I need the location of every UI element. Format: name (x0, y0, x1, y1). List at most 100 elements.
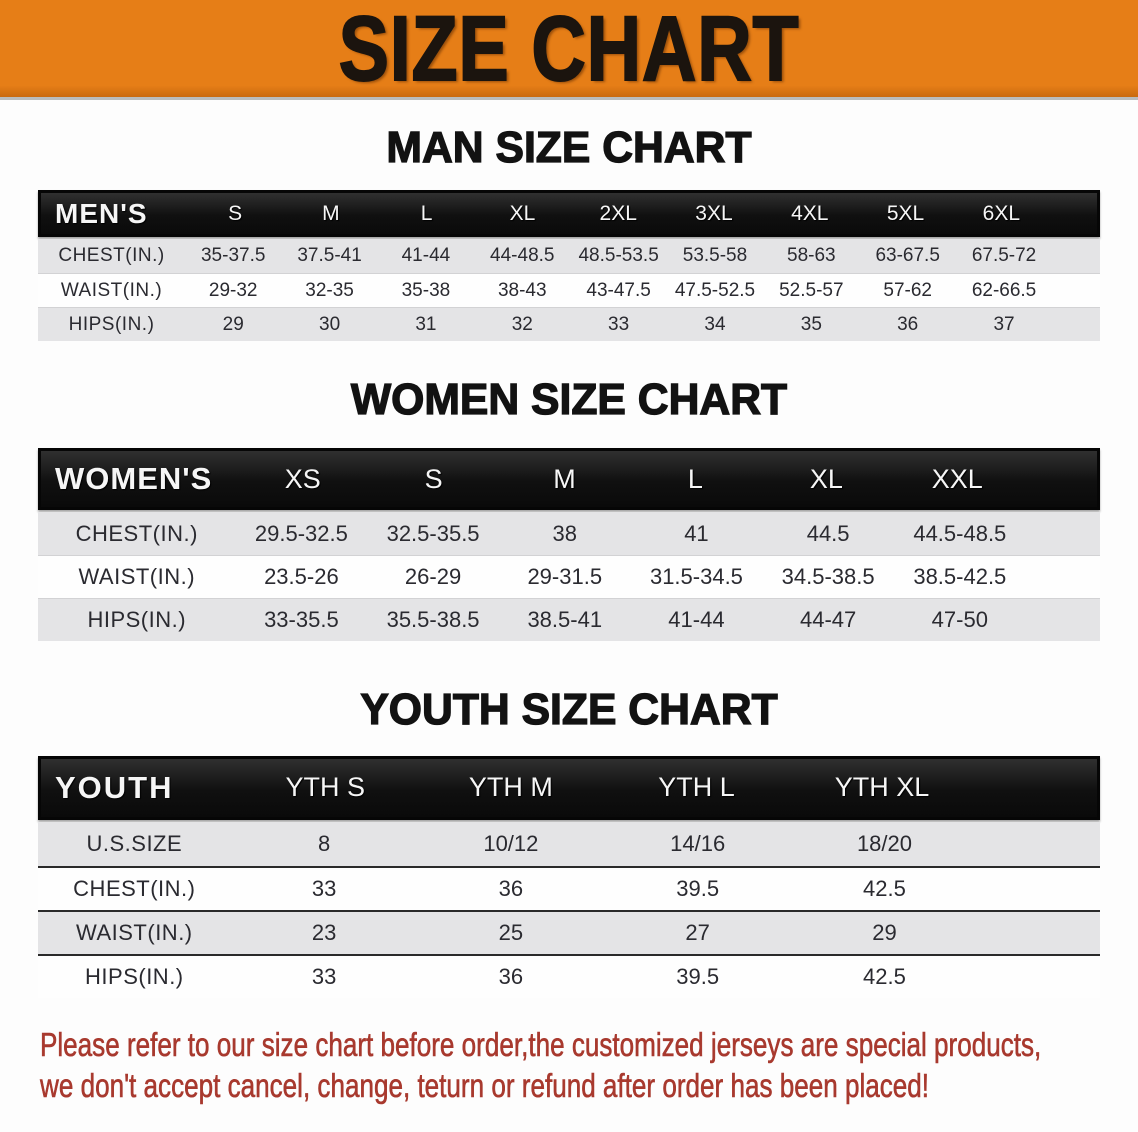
table-label: WOMEN'S (55, 461, 213, 497)
size-cell: 42.5 (863, 875, 906, 901)
table-row: CHEST(IN.) 29.5-32.5 32.5-35.5 38 41 44.5 44.5… (38, 512, 1100, 556)
table-row: CHEST(IN.) 35-37.5 37.5-41 41-44 44-48.5 48.5… (38, 239, 1100, 274)
size-cell: 30 (319, 313, 341, 335)
size-cell: 37 (993, 313, 1015, 335)
size-cell: 38.5-42.5 (913, 564, 1007, 590)
size-cell: 42.5 (863, 963, 906, 989)
column-header: M (553, 463, 576, 494)
size-cell: 44.5-48.5 (913, 520, 1007, 546)
size-cell: 41-44 (668, 607, 725, 633)
row-label: HIPS(IN.) (87, 607, 187, 633)
size-cell: 32 (511, 313, 533, 335)
size-cell: 29 (222, 313, 244, 335)
column-header: 2XL (599, 201, 637, 225)
size-cell: 29 (872, 919, 897, 945)
table-row: HIPS(IN.) 33-35.5 35.5-38.5 38.5-41 41-44 44-… (38, 598, 1100, 642)
size-cell: 29-32 (208, 279, 258, 301)
row-label: WAIST(IN.) (60, 279, 163, 301)
column-header: 5XL (886, 201, 925, 225)
table-header-bar: MEN'S S M L XL 2XL 3XL 4XL 5XL 6XL (38, 190, 1100, 238)
youth-section-heading: YOUTH SIZE CHART (360, 685, 779, 735)
column-header: S (228, 201, 243, 225)
size-cell: 52.5-57 (779, 279, 844, 301)
size-cell: 35-38 (401, 279, 451, 301)
column-header: L (687, 463, 703, 494)
row-label: CHEST(IN.) (58, 245, 165, 267)
table-row: WAIST(IN.) 23 25 27 29 (38, 909, 1100, 954)
table-row: CHEST(IN.) 33 36 39.5 42.5 (38, 865, 1100, 910)
size-cell: 38-43 (497, 279, 547, 301)
women-section: WOMEN SIZE CHART WOMEN'S XS S M L XL XXL CHEST(… (0, 375, 1138, 642)
table-label: MEN'S (55, 197, 148, 229)
column-header: YTH M (468, 772, 553, 803)
men-section: MAN SIZE CHART MEN'S S M L XL 2XL 3XL 4XL 5XL 6XL… (0, 123, 1138, 342)
size-cell: 29.5-32.5 (254, 520, 348, 546)
column-header: YTH S (285, 772, 365, 803)
size-cell: 62-66.5 (971, 279, 1037, 301)
disclaimer-text: Please refer to our size chart before or… (40, 1024, 1138, 1106)
size-cell: 63-67.5 (875, 245, 940, 267)
column-header: M (322, 201, 340, 225)
size-cell: 23.5-26 (264, 564, 339, 590)
size-cell: 23 (311, 919, 337, 945)
row-label: HIPS(IN.) (68, 313, 155, 335)
column-header: S (424, 463, 443, 494)
table-row: WAIST(IN.) 23.5-26 26-29 29-31.5 31.5-34.5 34… (38, 555, 1100, 599)
table-label: YOUTH (55, 769, 174, 805)
size-cell: 39.5 (676, 963, 720, 989)
size-cell: 37.5-41 (297, 245, 362, 267)
men-section-heading: MAN SIZE CHART (386, 123, 752, 172)
column-header: 4XL (791, 201, 829, 225)
column-header: XL (809, 463, 843, 494)
row-label: CHEST(IN.) (75, 520, 198, 546)
size-cell: 29-31.5 (527, 564, 603, 590)
size-cell: 38 (552, 520, 577, 546)
banner-title: SIZE CHART (338, 0, 800, 100)
size-chart-page: SIZE CHART MAN SIZE CHART MEN'S S M L XL 2XL 3… (0, 0, 1138, 1106)
size-cell: 38.5-41 (527, 607, 603, 633)
column-header: XS (284, 463, 321, 494)
row-label: CHEST(IN.) (73, 875, 196, 901)
size-cell: 33 (311, 875, 337, 901)
size-cell: 26-29 (404, 564, 462, 590)
column-header: XXL (931, 463, 983, 494)
youth-section: YOUTH SIZE CHART YOUTH YTH S YTH M YTH L YTH… (0, 685, 1138, 998)
table-row: U.S.SIZE 8 10/12 14/16 18/20 (38, 821, 1100, 866)
size-cell: 8 (317, 830, 331, 856)
disclaimer-line-1: Please refer to our size chart before or… (40, 1025, 1042, 1063)
column-header: YTH XL (834, 772, 930, 803)
disclaimer-line-2: we don't accept cancel, change, teturn o… (40, 1066, 930, 1104)
size-cell: 31.5-34.5 (649, 564, 743, 590)
size-cell: 67.5-72 (971, 245, 1037, 267)
row-label: WAIST(IN.) (76, 919, 193, 945)
row-label: U.S.SIZE (86, 830, 183, 856)
size-cell: 44-47 (799, 607, 857, 633)
size-cell: 44-48.5 (490, 245, 555, 267)
size-cell: 35.5-38.5 (386, 607, 480, 633)
table-row: WAIST(IN.) 29-32 32-35 35-38 38-43 43-47.5 47.… (38, 273, 1100, 308)
size-cell: 39.5 (676, 875, 720, 901)
table-header-bar: WOMEN'S XS S M L XL XXL (38, 448, 1100, 511)
size-cell: 43-47.5 (586, 279, 651, 301)
men-size-table: MEN'S S M L XL 2XL 3XL 4XL 5XL 6XL CHEST(IN.) 35-37… (38, 190, 1100, 342)
table-row: HIPS(IN.) 33 36 39.5 42.5 (38, 953, 1100, 998)
size-cell: 18/20 (856, 830, 912, 856)
size-cell: 48.5-53.5 (578, 245, 659, 267)
women-size-table: WOMEN'S XS S M L XL XXL CHEST(IN.) 29.5-32.5 32.5… (38, 448, 1100, 642)
size-cell: 53.5-58 (682, 245, 748, 267)
size-cell: 36 (498, 963, 524, 989)
table-row: HIPS(IN.) 29 30 31 32 33 34 35 36 37 (38, 307, 1100, 342)
size-cell: 47.5-52.5 (674, 279, 756, 301)
size-cell: 34.5-38.5 (781, 564, 875, 590)
size-cell: 32.5-35.5 (386, 520, 480, 546)
size-cell: 35 (800, 313, 822, 335)
youth-size-table: YOUTH YTH S YTH M YTH L YTH XL U.S.SIZE 8 10/12… (38, 755, 1100, 998)
women-section-heading: WOMEN SIZE CHART (350, 375, 788, 425)
banner: SIZE CHART (0, 0, 1138, 100)
size-cell: 25 (498, 919, 524, 945)
size-cell: 47-50 (931, 607, 988, 633)
size-cell: 10/12 (483, 830, 539, 856)
size-cell: 27 (685, 919, 710, 945)
disclaimer: Please refer to our size chart before or… (40, 1024, 1138, 1106)
size-cell: 41 (684, 520, 709, 546)
